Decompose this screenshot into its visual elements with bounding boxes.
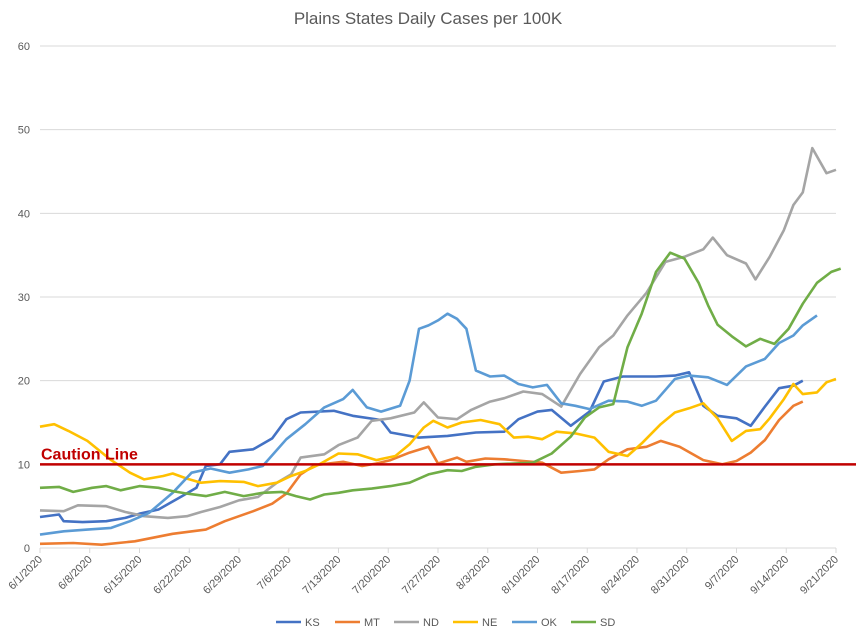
x-tick-label: 8/17/2020 [549,554,592,597]
legend-label-ks: KS [305,617,320,629]
x-tick-label: 7/6/2020 [255,554,294,593]
y-tick-label: 60 [18,41,30,53]
x-tick-label: 9/14/2020 [748,554,791,597]
x-tick-label: 8/31/2020 [649,554,692,597]
legend-label-mt: MT [364,617,380,629]
x-tick-label: 6/29/2020 [201,554,244,597]
y-tick-label: 0 [24,543,30,555]
legend-label-ne: NE [482,617,497,629]
x-tick-label: 8/10/2020 [500,554,543,597]
series-line-nd [39,146,837,520]
x-tick-label: 6/8/2020 [56,554,95,593]
legend-label-ok: OK [541,617,558,629]
y-tick-label: 30 [18,292,30,304]
x-tick-label: 9/21/2020 [798,554,841,597]
caution-line: Caution Line [40,446,856,466]
chart-title: Plains States Daily Cases per 100K [294,9,563,28]
x-tick-label: 8/3/2020 [454,554,493,593]
series-line-ne [39,377,837,488]
y-tick-label: 10 [18,459,30,471]
x-tick-label: 6/15/2020 [102,554,145,597]
x-tick-label: 6/1/2020 [6,554,45,593]
series-lines [39,146,842,547]
y-tick-label: 40 [18,208,30,220]
legend-label-sd: SD [600,617,615,629]
x-tick-label: 9/7/2020 [703,554,742,593]
x-tick-label: 8/24/2020 [599,554,642,597]
y-axis-tick-labels: 0 10 20 30 40 50 60 [18,41,30,555]
y-tick-label: 20 [18,376,30,388]
x-tick-label: 7/20/2020 [350,554,393,597]
y-tick-label: 50 [18,125,30,137]
series-line-mt [39,400,804,547]
x-tick-label: 6/22/2020 [151,554,194,597]
series-line-ok [39,312,818,536]
legend: KS MT ND NE OK SD [276,617,615,629]
x-tick-label: 7/13/2020 [301,554,344,597]
series-line-sd [39,251,842,501]
x-tick-label: 7/27/2020 [400,554,443,597]
x-axis: 6/1/2020 6/8/2020 6/15/2020 6/22/2020 6/29/2… [6,547,841,597]
caution-line-label: Caution Line [41,446,138,463]
legend-label-nd: ND [423,617,439,629]
series-line-ks [39,370,804,524]
